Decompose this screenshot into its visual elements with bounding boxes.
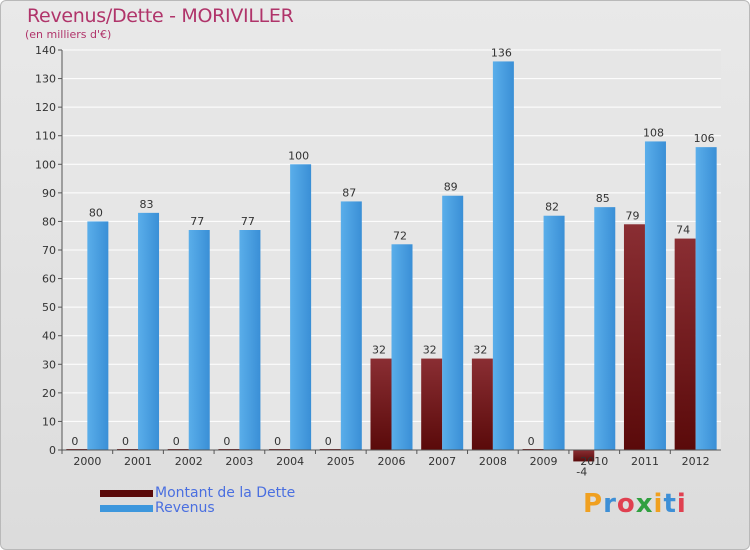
data-label-debt: 0 <box>71 435 78 448</box>
bar-debt <box>674 238 696 450</box>
x-tick-label: 2003 <box>225 455 253 468</box>
chart-subtitle: (en milliers d'€) <box>25 28 112 41</box>
y-tick-label: 30 <box>42 358 56 371</box>
bar-revenue <box>138 212 160 450</box>
bar-revenue <box>492 61 514 451</box>
data-label-debt: 0 <box>223 435 230 448</box>
bar-revenue <box>340 201 362 450</box>
bar-debt <box>471 358 493 450</box>
logo-letter: P <box>583 489 604 519</box>
chart-title: Revenus/Dette - MORIVILLER <box>27 5 294 27</box>
logo-letter: t <box>663 489 677 519</box>
legend-label-debt: Montant de la Dette <box>155 485 296 501</box>
logo-letter: i <box>676 489 687 519</box>
x-tick-label: 2010 <box>580 455 608 468</box>
x-tick-label: 2006 <box>378 455 406 468</box>
legend-swatch-revenue <box>100 505 153 512</box>
data-label-revenue: 106 <box>694 132 715 145</box>
logo-letter: o <box>616 489 636 519</box>
data-label-debt: 32 <box>423 344 437 357</box>
logo-letter: r <box>603 489 617 519</box>
data-label-revenue: 108 <box>643 126 664 139</box>
y-tick-label: 60 <box>42 273 56 286</box>
bar-debt <box>623 224 645 450</box>
bar-debt <box>370 358 392 450</box>
logo-letter: x <box>635 489 654 519</box>
data-label-debt: -4 <box>576 465 587 478</box>
bars <box>66 61 717 462</box>
y-tick-label: 90 <box>42 187 56 200</box>
y-tick-label: 120 <box>35 101 56 114</box>
data-label-debt: 32 <box>473 344 487 357</box>
data-label-revenue: 85 <box>596 192 610 205</box>
bar-revenue <box>239 230 261 450</box>
data-label-debt: 0 <box>325 435 332 448</box>
x-tick-label: 2005 <box>327 455 355 468</box>
data-labels: 0 80 0 83 0 77 0 77 0 100 0 87 32 72 32 89 32 136 0 82 -4 85 7… <box>71 46 714 478</box>
y-tick-label: 0 <box>49 444 56 457</box>
data-label-debt: 0 <box>122 435 129 448</box>
data-label-debt: 32 <box>372 344 386 357</box>
bar-revenue <box>594 207 616 450</box>
data-label-revenue: 82 <box>545 201 559 214</box>
y-tick-label: 50 <box>42 301 56 314</box>
y-tick-label: 110 <box>35 130 56 143</box>
data-label-debt: 0 <box>173 435 180 448</box>
data-label-revenue: 87 <box>342 186 356 199</box>
data-label-debt: 0 <box>528 435 535 448</box>
x-tick-label: 2008 <box>479 455 507 468</box>
bar-revenue <box>290 164 312 451</box>
y-tick-label: 140 <box>35 44 56 57</box>
bar-revenue <box>442 195 464 450</box>
y-tick-label: 100 <box>35 158 56 171</box>
y-tick-label: 130 <box>35 73 56 86</box>
x-tick-label: 2009 <box>530 455 558 468</box>
bar-revenue <box>695 147 717 450</box>
bar-revenue <box>87 221 109 450</box>
data-label-debt: 79 <box>625 209 639 222</box>
x-tick-label: 2001 <box>124 455 152 468</box>
y-tick-label: 70 <box>42 244 56 257</box>
y-tick-label: 10 <box>42 415 56 428</box>
x-tick-label: 2004 <box>276 455 304 468</box>
bar-debt <box>421 358 443 450</box>
y-tick-label: 80 <box>42 215 56 228</box>
proxiti-logo: Proxiti <box>583 489 687 519</box>
data-label-revenue: 83 <box>140 198 154 211</box>
bar-revenue <box>188 230 210 450</box>
data-label-debt: 74 <box>676 224 690 237</box>
bar-revenue <box>391 244 413 450</box>
data-label-revenue: 77 <box>190 215 204 228</box>
data-label-revenue: 89 <box>444 181 458 194</box>
x-tick-label: 2011 <box>631 455 659 468</box>
data-label-revenue: 136 <box>491 46 512 59</box>
x-tick-label: 2007 <box>428 455 456 468</box>
bar-revenue <box>644 141 666 450</box>
x-tick-label: 2002 <box>175 455 203 468</box>
data-label-revenue: 72 <box>393 229 407 242</box>
x-tick-label: 2000 <box>73 455 101 468</box>
legend-swatch-debt <box>100 490 153 497</box>
data-label-revenue: 100 <box>288 149 309 162</box>
x-axis-ticks: 2000 2001 2002 2003 2004 2005 2006 2007 2008 2009… <box>61 449 721 468</box>
logo-letter: i <box>653 489 664 519</box>
legend-label-revenue: Revenus <box>155 500 215 516</box>
bar-revenue <box>543 215 565 450</box>
y-tick-label: 40 <box>42 330 56 343</box>
y-axis-ticks: 0 10 20 30 40 50 60 70 80 90 100 110 120 130 140 <box>35 44 63 457</box>
bar-debt <box>573 450 595 462</box>
data-label-debt: 0 <box>274 435 281 448</box>
x-tick-label: 2012 <box>682 455 710 468</box>
data-label-revenue: 77 <box>241 215 255 228</box>
y-tick-label: 20 <box>42 387 56 400</box>
data-label-revenue: 80 <box>89 206 103 219</box>
